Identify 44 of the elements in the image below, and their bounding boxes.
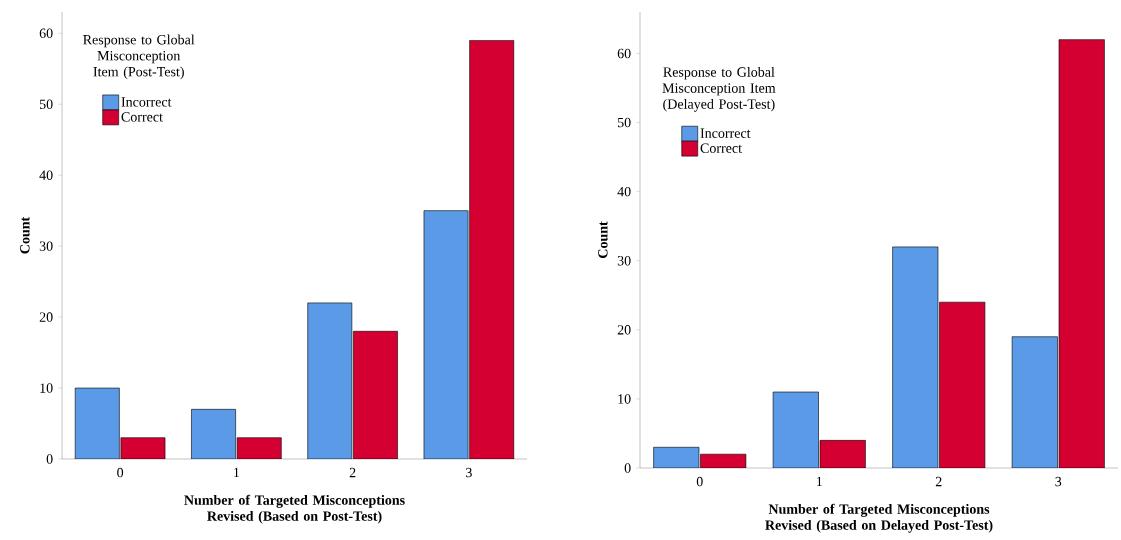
y-tick-label: 30 bbox=[39, 241, 53, 251]
legend-title: Response to Global Misconception Item (Delayed Post-Test) bbox=[662, 66, 776, 112]
y-tick-label: 50 bbox=[39, 99, 53, 109]
y-axis-title: Count bbox=[598, 221, 608, 258]
x-tick-label: 3 bbox=[1055, 476, 1062, 487]
legend-label: Correct bbox=[700, 143, 742, 153]
x-tick-label: 3 bbox=[466, 467, 472, 478]
y-tick-label: 20 bbox=[39, 312, 53, 322]
bar bbox=[819, 440, 866, 468]
legend-label: Incorrect bbox=[121, 97, 172, 107]
bar bbox=[236, 437, 282, 459]
bar bbox=[353, 330, 398, 459]
bar bbox=[74, 387, 120, 459]
y-axis-title: Count bbox=[20, 216, 30, 254]
bar bbox=[469, 40, 515, 459]
bar bbox=[307, 302, 353, 459]
y-tick-label: 10 bbox=[618, 394, 631, 404]
y-tick-label: 40 bbox=[39, 170, 53, 180]
bar bbox=[191, 409, 236, 459]
x-axis-title: Number of Targeted Misconceptions Revised (Based on Post-Test) bbox=[184, 494, 405, 524]
legend-label: Correct bbox=[121, 112, 163, 122]
x-tick-label: 0 bbox=[696, 476, 703, 487]
legend-title: Response to Global Misconception Item (Post-Test) bbox=[83, 34, 195, 80]
x-tick-label: 1 bbox=[816, 476, 822, 487]
bar bbox=[772, 391, 819, 468]
bar bbox=[939, 301, 986, 468]
y-tick-label: 20 bbox=[617, 325, 631, 335]
y-tick-label: 30 bbox=[617, 256, 631, 266]
x-axis-title: Number of Targeted Misconceptions Revised (Based on Delayed Post-Test) bbox=[765, 503, 993, 533]
x-tick-label: 0 bbox=[117, 467, 124, 478]
bar bbox=[423, 210, 469, 459]
y-tick-label: 50 bbox=[617, 117, 631, 128]
x-tick-label: 1 bbox=[234, 467, 240, 478]
y-tick-label: 40 bbox=[617, 186, 631, 197]
y-tick-label: 60 bbox=[39, 28, 53, 39]
x-tick-label: 2 bbox=[935, 476, 942, 487]
bar bbox=[1011, 336, 1058, 468]
bar bbox=[1058, 39, 1105, 468]
y-tick-label: 60 bbox=[617, 48, 631, 59]
y-tick-label: 0 bbox=[46, 454, 53, 464]
y-tick-label: 10 bbox=[40, 383, 53, 393]
bar bbox=[892, 246, 939, 468]
x-tick-label: 2 bbox=[349, 467, 356, 478]
legend-label: Incorrect bbox=[700, 128, 751, 138]
